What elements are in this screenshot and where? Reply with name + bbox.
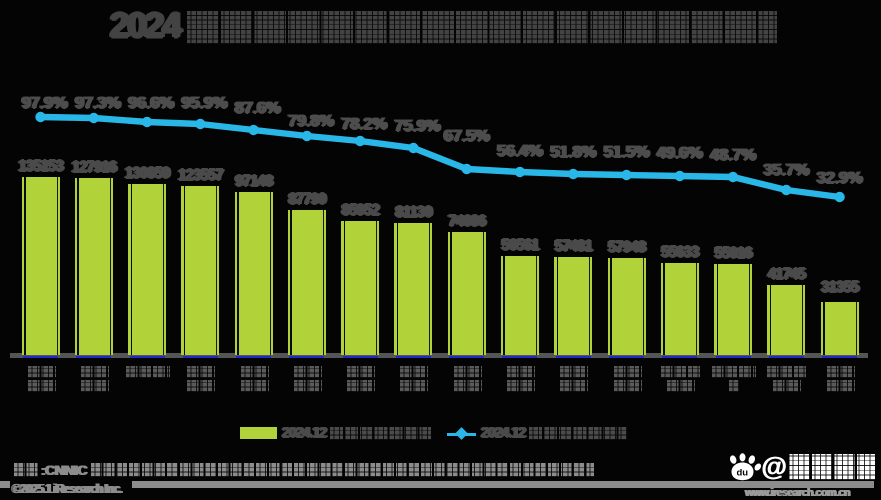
svg-text:du: du bbox=[737, 468, 749, 479]
